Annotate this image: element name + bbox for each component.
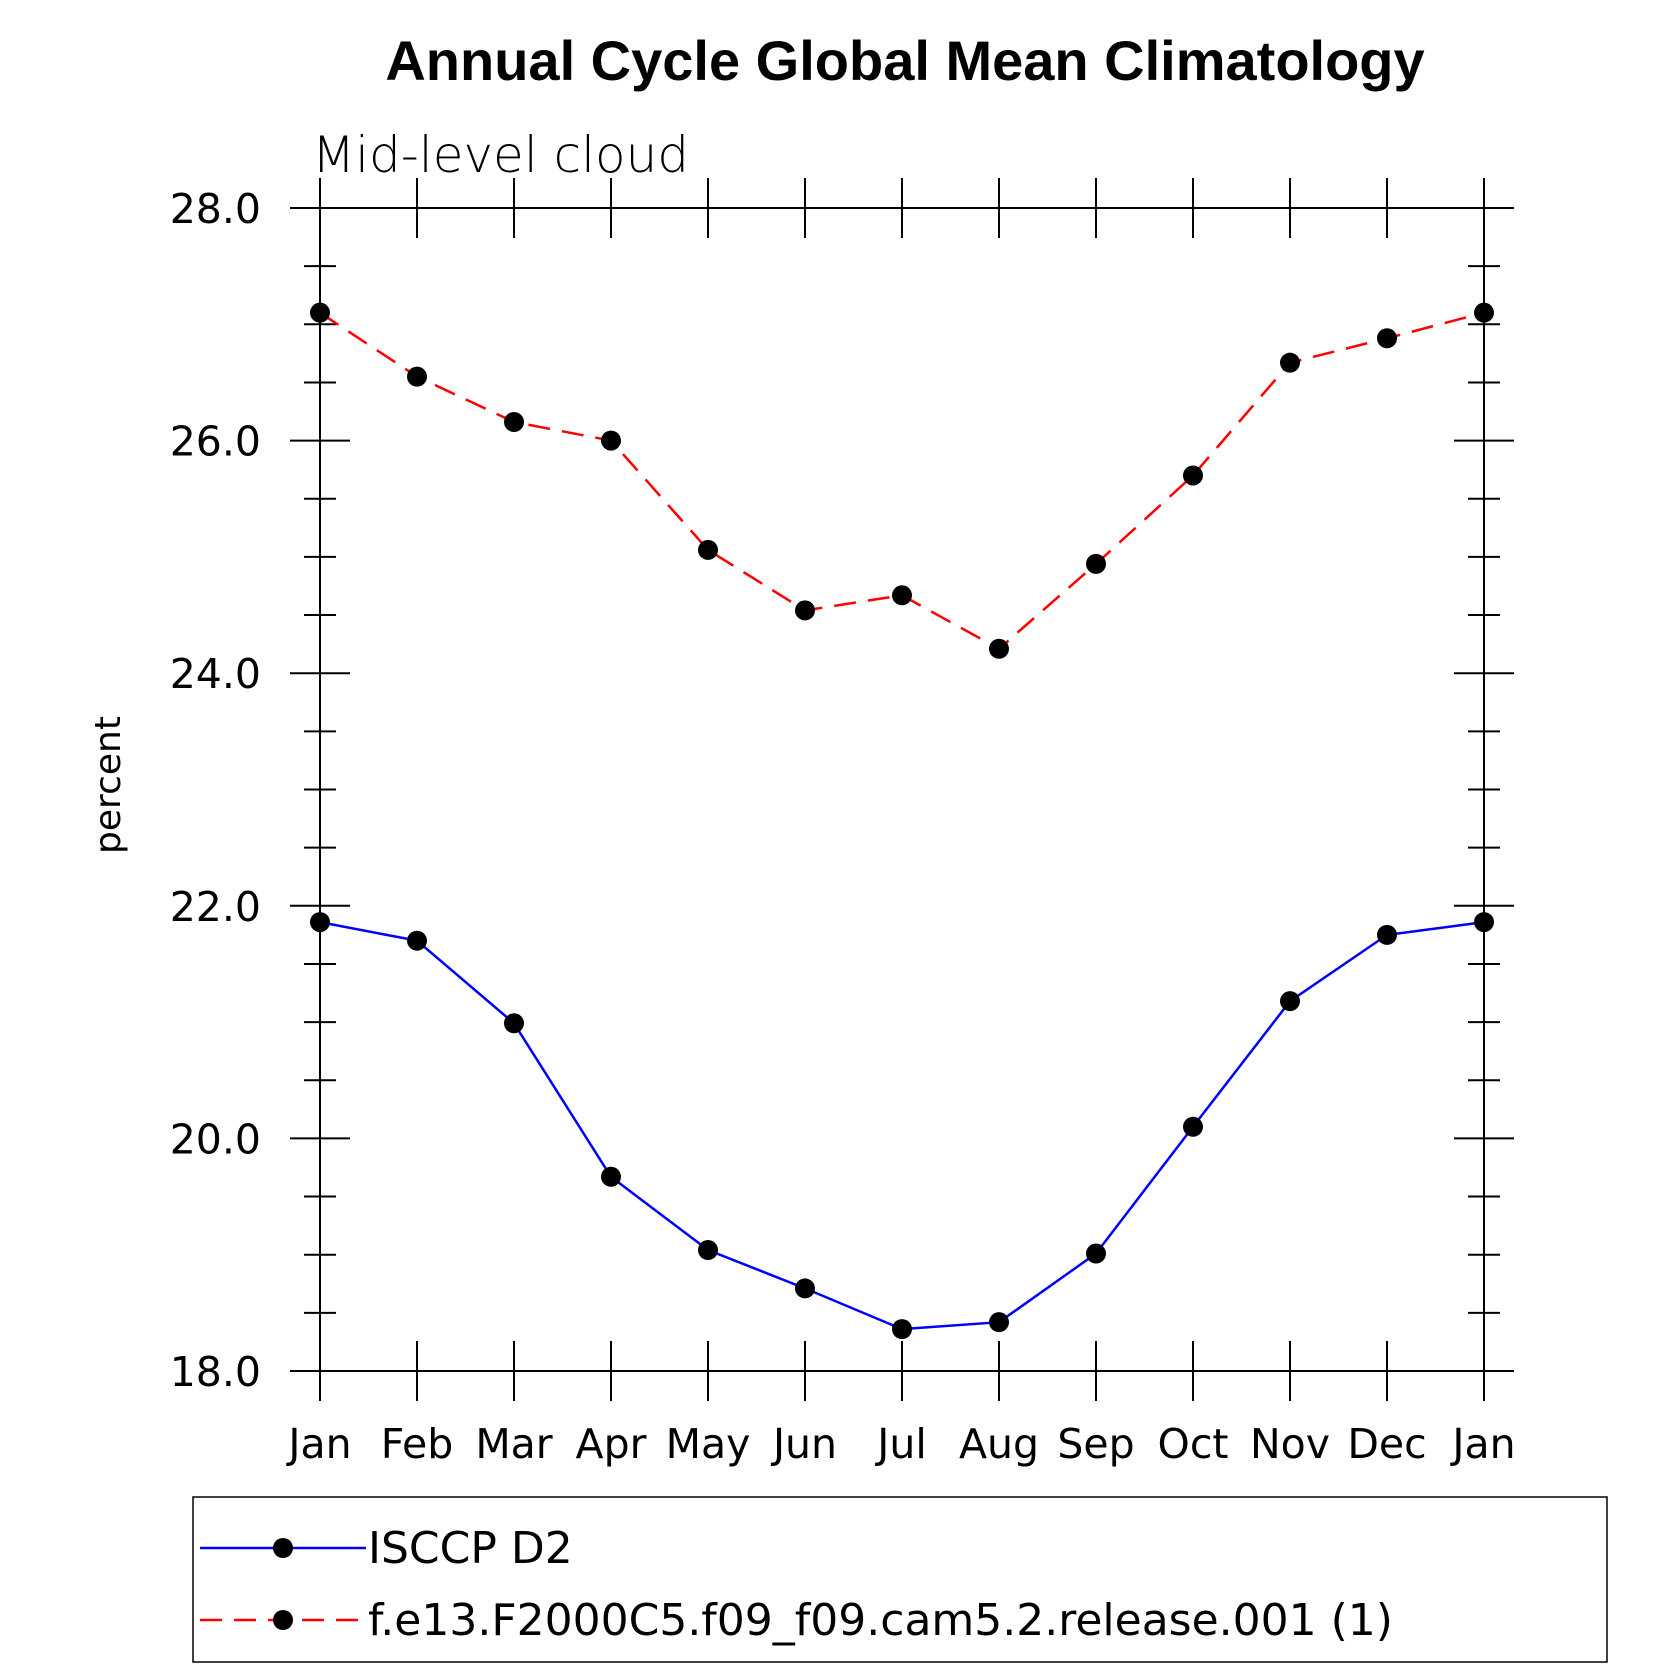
data-point-series-1 [1086, 1243, 1106, 1264]
data-point-series-2 [504, 411, 524, 432]
x-tick-label: Jan [1449, 1420, 1515, 1468]
legend: ISCCP D2 f.e13.F2000C5.f09_f09.cam5.2.re… [192, 1496, 1608, 1663]
series-layer [310, 302, 1494, 1340]
data-point-series-1 [1377, 924, 1397, 945]
x-tick-label: Jul [874, 1420, 926, 1468]
data-point-series-2 [892, 585, 912, 606]
data-point-series-1 [504, 1013, 524, 1034]
chart-subtitle: Mid-level cloud [312, 126, 689, 184]
x-tick-label: Mar [475, 1420, 552, 1468]
x-tick-label: Aug [959, 1420, 1039, 1468]
data-point-series-1 [310, 912, 330, 933]
chart-title: Annual Cycle Global Mean Climatology [385, 29, 1424, 92]
y-tick-label: 24.0 [170, 650, 261, 698]
x-tick-label: Jan [285, 1420, 351, 1468]
legend-marker-series-2 [273, 1610, 293, 1630]
legend-label-series-2: f.e13.F2000C5.f09_f09.cam5.2.release.001… [368, 1595, 1393, 1646]
data-point-series-2 [1377, 328, 1397, 349]
plot-frame [319, 207, 1485, 1372]
data-point-series-1 [1183, 1116, 1203, 1137]
data-point-series-1 [698, 1240, 718, 1261]
y-tick-label: 26.0 [170, 418, 261, 466]
data-point-series-2 [601, 430, 621, 451]
y-tick-label: 22.0 [170, 883, 261, 931]
data-point-series-2 [1280, 352, 1300, 373]
data-point-series-1 [407, 930, 427, 951]
data-point-series-1 [1280, 991, 1300, 1012]
x-tick-label: Dec [1347, 1420, 1426, 1468]
data-point-series-2 [310, 302, 330, 323]
data-point-series-1 [892, 1319, 912, 1340]
x-tick-label: Oct [1158, 1420, 1229, 1468]
data-point-series-2 [989, 638, 1009, 659]
data-point-series-2 [795, 600, 815, 621]
y-tick-label: 28.0 [170, 185, 261, 233]
legend-marker-series-1 [273, 1538, 293, 1558]
x-tick-label: Nov [1250, 1420, 1330, 1468]
data-point-series-1 [989, 1312, 1009, 1333]
axes: Jan Feb Mar Apr May Jun Jul Aug Sep Oct Nov Dec Jan 1… [170, 178, 1516, 1468]
x-tick-label: May [666, 1420, 751, 1468]
data-point-series-1 [1474, 912, 1494, 933]
data-point-series-2 [1474, 302, 1494, 323]
data-point-series-2 [698, 539, 718, 560]
x-tick-label: Feb [381, 1420, 454, 1468]
legend-label-series-1: ISCCP D2 [368, 1523, 573, 1574]
data-point-series-1 [795, 1278, 815, 1299]
x-tick-label: Sep [1057, 1420, 1134, 1468]
y-tick-label: 18.0 [170, 1348, 261, 1396]
data-point-series-2 [1183, 465, 1203, 486]
series-line-1 [319, 920, 1485, 1331]
x-tick-label: Apr [576, 1420, 647, 1468]
data-point-series-2 [407, 366, 427, 387]
data-point-series-2 [1086, 553, 1106, 574]
data-point-series-1 [601, 1166, 621, 1187]
x-tick-label: Jun [770, 1420, 837, 1468]
y-axis-label: percent [88, 716, 129, 854]
y-tick-label: 20.0 [170, 1115, 261, 1163]
legend-box [192, 1496, 1608, 1663]
